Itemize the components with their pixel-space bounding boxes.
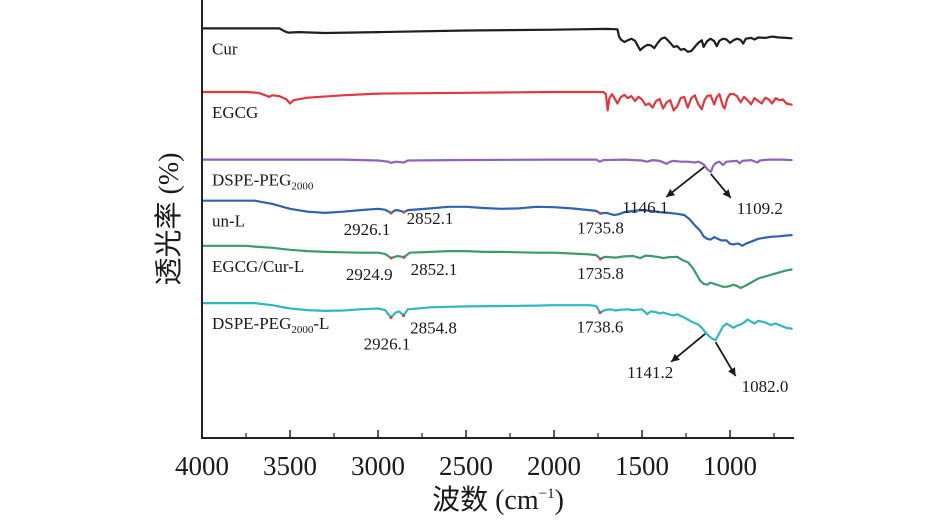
peak-marker: [401, 313, 406, 318]
peak-label: 1109.2: [737, 199, 783, 218]
series-label-egcg-cur-l: EGCG/Cur-L: [212, 257, 304, 276]
peak-label: 2926.1: [344, 220, 391, 239]
peak-annotations: 2926.1 2852.1 1735.8 2924.9 2852.1 1735.8 2926…: [344, 166, 789, 396]
series-label-main: DSPE-PEG: [212, 171, 291, 190]
series-label-suffix: -L: [313, 314, 329, 333]
annotation-arrowhead: [671, 353, 680, 362]
peak-marker: [389, 256, 393, 260]
peak-label: 2926.1: [364, 335, 411, 354]
series-label-cur: Cur: [212, 39, 238, 58]
peak-marker: [389, 315, 393, 320]
peak-label: 1141.2: [627, 363, 673, 382]
peak-label: 1738.6: [577, 318, 624, 337]
peak-label: 1146.1: [622, 198, 668, 217]
annotation-arrowhead: [666, 188, 675, 197]
peak-label: 1735.8: [577, 264, 624, 283]
series-label-main: EGCG: [212, 103, 258, 122]
peak-marker: [598, 211, 603, 215]
peak-marker: [402, 255, 406, 259]
peak-label: 2852.1: [411, 260, 458, 279]
x-tick-label: 1500: [615, 451, 669, 481]
x-tick-label: 4000: [175, 451, 229, 481]
x-tick-label: 2000: [527, 451, 581, 481]
peak-label: 2852.1: [407, 209, 454, 228]
trace-dspe-peg2000-l: [200, 302, 793, 342]
series-label-main: EGCG/Cur-L: [212, 257, 304, 276]
series-label-main: DSPE-PEG: [212, 314, 291, 333]
series-label-subscript: 2000: [291, 181, 314, 193]
series-label-subscript: 2000: [291, 324, 314, 336]
annotation-arrowhead: [722, 189, 731, 198]
x-tick-label: 3000: [351, 451, 405, 481]
peak-label: 1082.0: [742, 377, 789, 396]
trace-egcg: [200, 90, 793, 112]
x-ticks: 4000 3500 3000 2500 2000 1500 1000: [175, 430, 775, 481]
series-label-main: Cur: [212, 39, 238, 58]
trace-egcg-cur-l: [200, 244, 793, 290]
series-label-main: un-L: [212, 212, 245, 231]
series-label-egcg: EGCG: [212, 103, 258, 122]
x-tick-label: 3500: [263, 451, 317, 481]
x-tick-label: 1000: [703, 451, 757, 481]
peak-label: 2854.8: [410, 318, 457, 337]
trace-dspe-peg2000: [200, 158, 793, 173]
trace-un-l: [200, 199, 793, 247]
series-label-dspe-peg2000-l: DSPE-PEG2000-L: [212, 314, 329, 336]
peak-label: 1735.8: [577, 218, 624, 237]
peak-marker: [598, 257, 603, 261]
x-axis-title-close: ): [555, 485, 564, 516]
series-labels: CurEGCGDSPE-PEG2000un-LEGCG/Cur-LDSPE-PE…: [212, 39, 329, 336]
annotation-arrowhead: [728, 367, 736, 377]
axes: [201, 0, 794, 439]
x-axis-title-main: 波数 (cm: [432, 484, 539, 516]
series-label-un-l: un-L: [212, 212, 245, 231]
series-label-dspe-peg2000: DSPE-PEG2000: [212, 171, 314, 193]
peak-label: 2924.9: [346, 265, 393, 284]
trace-cur: [200, 27, 793, 53]
x-axis-title-sup: −1: [539, 486, 555, 502]
x-axis-title: 波数 (cm−1): [432, 484, 564, 516]
peak-marker: [402, 210, 406, 214]
peak-marker: [598, 310, 602, 315]
annotation-arrow: [665, 166, 705, 198]
x-tick-label: 2500: [439, 451, 493, 481]
y-axis-title: 透光率 (%): [153, 153, 185, 286]
peak-marker: [389, 211, 393, 215]
